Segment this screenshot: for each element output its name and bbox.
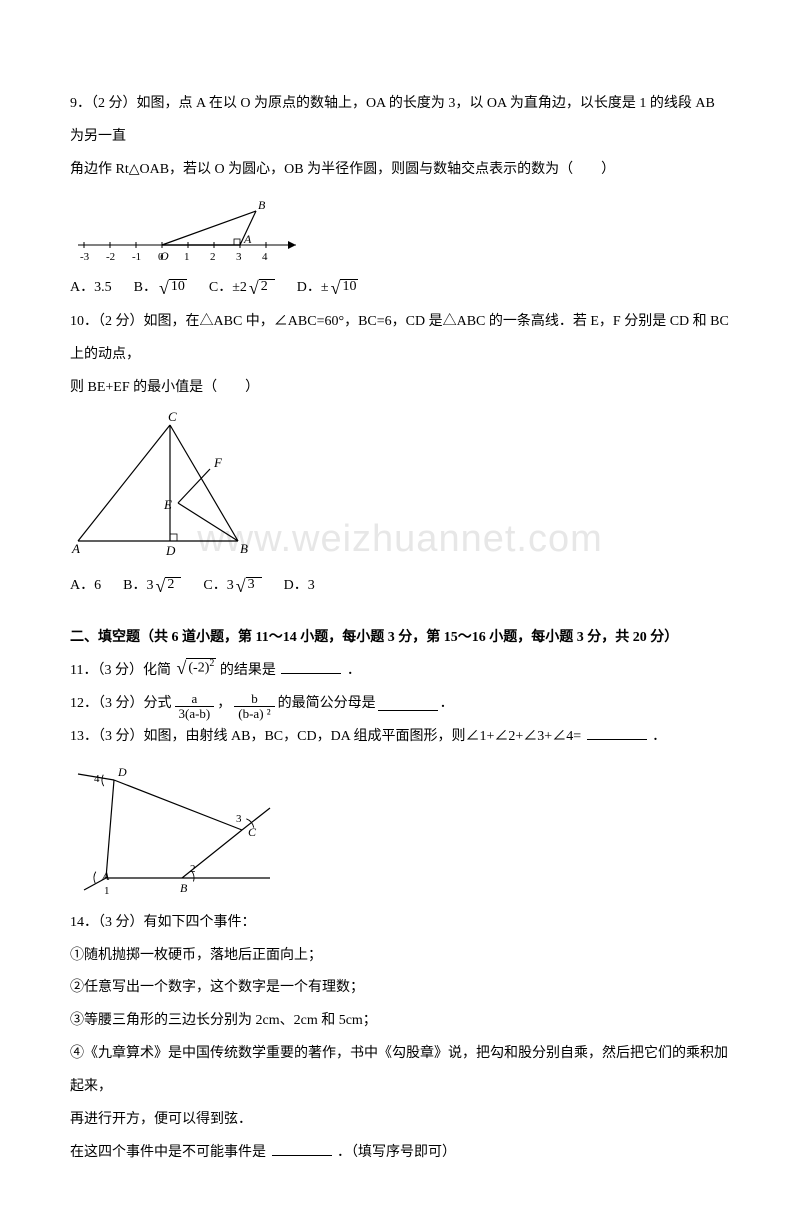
svg-text:O: O: [160, 249, 169, 263]
q12-f2-num: b: [247, 692, 262, 706]
q13-stem-text: 13．（3 分）如图，由射线 AB，BC，CD，DA 组成平面图形，则∠1+∠2…: [70, 729, 581, 744]
svg-text:-3: -3: [80, 251, 90, 263]
q12-pre: 12．（3 分）分式: [70, 688, 172, 721]
svg-text:1: 1: [184, 251, 190, 263]
svg-text:C: C: [168, 411, 177, 424]
svg-text:D: D: [117, 765, 127, 779]
svg-text:B: B: [240, 541, 248, 556]
svg-text:C: C: [248, 825, 257, 839]
svg-text:B: B: [180, 881, 188, 895]
q12-f1-num: a: [187, 692, 201, 706]
q9-opt-b: B． √10: [134, 270, 187, 306]
q9-stem-1: 9．（2 分）如图，点 A 在以 O 为原点的数轴上，OA 的长度为 3，以 O…: [70, 88, 730, 154]
q12-post: 的最简公分母是: [278, 688, 376, 721]
q13-figure: A B C D 1 2 3 4: [70, 760, 730, 905]
sqrt-icon: √2: [249, 279, 275, 297]
q11-rad: (-2)2: [186, 658, 216, 676]
q9-opt-c: C．±2 √2: [209, 270, 275, 306]
svg-text:3: 3: [236, 251, 242, 263]
svg-text:2: 2: [210, 251, 216, 263]
q10-opt-d: D．3: [284, 568, 315, 604]
q9-opt-b-rad: 10: [169, 279, 187, 294]
q14-l4: ④《九章算术》是中国传统数学重要的著作，书中《勾股章》说，把勾和股分别自乘，然后…: [70, 1038, 730, 1104]
q12: 12．（3 分）分式 a 3(a-b) ， b (b-a) ² 的最简公分母是 …: [70, 688, 730, 721]
q9-stem-2: 角边作 Rt△OAB，若以 O 为圆心，OB 为半径作圆，则圆与数轴交点表示的数…: [70, 154, 730, 187]
q9-opt-d-pre: D．±: [297, 270, 329, 306]
q9-opt-b-pre: B．: [134, 270, 157, 306]
blank-field: [272, 1143, 332, 1156]
q10-stem-1: 10．（2 分）如图，在△ABC 中，∠ABC=60°，BC=6，CD 是△AB…: [70, 306, 730, 372]
q10-opt-b-rad: 2: [165, 577, 181, 592]
q11-end: ．: [347, 663, 361, 678]
section-2-title: 二、填空题（共 6 道小题，第 11～14 小题，每小题 3 分，第 15～16…: [70, 622, 730, 655]
svg-text:4: 4: [94, 773, 100, 785]
q11-pre: 11．（3 分）化简: [70, 663, 171, 678]
blank-field: [378, 698, 438, 711]
sqrt-icon: √10: [159, 279, 187, 297]
svg-text:F: F: [213, 455, 223, 470]
q9-options: A．3.5 B． √10 C．±2 √2 D．± √10: [70, 270, 730, 306]
fraction: b (b-a) ²: [234, 692, 274, 722]
q12-mid: ，: [217, 688, 231, 721]
sqrt-icon: √10: [331, 279, 359, 297]
q9-figure: -3-2-101234OBA: [70, 193, 730, 268]
q14-l1: ①随机抛掷一枚硬币，落地后正面向上；: [70, 940, 730, 973]
q10-stem-2: 则 BE+EF 的最小值是（ ）: [70, 372, 730, 405]
q10-opt-b: B．3 √2: [123, 568, 181, 604]
svg-text:-1: -1: [132, 251, 141, 263]
sqrt-icon: √3: [236, 577, 262, 595]
svg-text:B: B: [258, 198, 266, 212]
svg-text:A: A: [243, 232, 252, 246]
q12-end: ．: [440, 688, 454, 721]
q10-options: A．6 B．3 √2 C．3 √3 D．3: [70, 568, 730, 604]
svg-text:D: D: [165, 543, 176, 558]
q14-l3: ③等腰三角形的三边长分别为 2cm、2cm 和 5cm；: [70, 1005, 730, 1038]
q14-l2: ②任意写出一个数字，这个数字是一个有理数；: [70, 972, 730, 1005]
q9-opt-c-rad: 2: [259, 279, 275, 294]
sqrt-icon: √(-2)2: [176, 659, 216, 677]
svg-text:E: E: [163, 497, 172, 512]
q12-f1-den: 3(a-b): [175, 706, 215, 721]
q11-rad-inner: (-2): [188, 661, 209, 676]
q9-opt-c-pre: C．±2: [209, 270, 247, 306]
q13-end: ．: [652, 729, 666, 744]
q11: 11．（3 分）化简 √(-2)2 的结果是 ．: [70, 655, 730, 688]
svg-text:2: 2: [190, 863, 196, 875]
svg-text:A: A: [71, 541, 80, 556]
q13-stem: 13．（3 分）如图，由射线 AB，BC，CD，DA 组成平面图形，则∠1+∠2…: [70, 721, 730, 754]
fraction: a 3(a-b): [175, 692, 215, 722]
q10-opt-c-rad: 3: [246, 577, 262, 592]
sqrt-icon: √2: [155, 577, 181, 595]
svg-text:3: 3: [236, 813, 242, 825]
q10-opt-b-pre: B．3: [123, 568, 153, 604]
svg-text:-2: -2: [106, 251, 115, 263]
q9-opt-d-rad: 10: [340, 279, 358, 294]
q9-opt-a: A．3.5: [70, 270, 112, 306]
svg-text:4: 4: [262, 251, 268, 263]
q10-opt-c: C．3 √3: [203, 568, 261, 604]
q12-f2-den: (b-a) ²: [234, 706, 274, 721]
q14-l6: 在这四个事件中是不可能事件是 ．（填写序号即可）: [70, 1137, 730, 1170]
q14-stem: 14．（3 分）有如下四个事件：: [70, 907, 730, 940]
svg-text:1: 1: [104, 885, 110, 897]
svg-text:A: A: [101, 869, 110, 883]
blank-field: [281, 661, 341, 674]
q14-l6-post: ．（填写序号即可）: [337, 1145, 456, 1160]
q10-figure: A B C D E F: [70, 411, 730, 566]
q14-l6-pre: 在这四个事件中是不可能事件是: [70, 1145, 266, 1160]
q9-opt-d: D．± √10: [297, 270, 359, 306]
q10-opt-c-pre: C．3: [203, 568, 233, 604]
blank-field: [587, 727, 647, 740]
q10-opt-a: A．6: [70, 568, 101, 604]
q11-post: 的结果是: [220, 663, 276, 678]
